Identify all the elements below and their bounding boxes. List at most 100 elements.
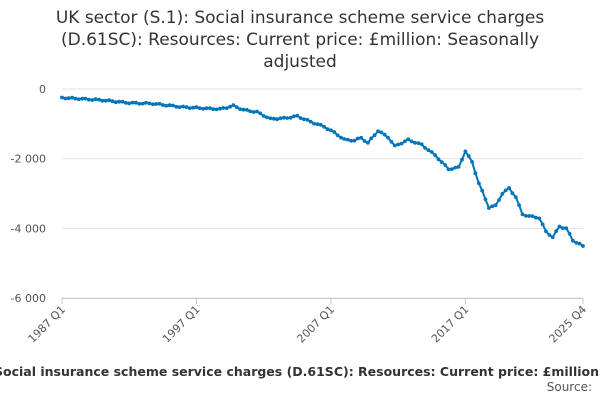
data-point[interactable] (352, 138, 357, 143)
data-point[interactable] (87, 97, 91, 102)
data-point[interactable] (463, 149, 468, 154)
data-point[interactable] (275, 117, 279, 122)
data-point[interactable] (345, 137, 350, 142)
data-point[interactable] (396, 142, 400, 147)
data-point[interactable] (191, 105, 196, 110)
data-point[interactable] (349, 138, 353, 143)
data-point[interactable] (258, 111, 263, 116)
data-point[interactable] (359, 135, 364, 140)
data-point[interactable] (460, 157, 464, 162)
data-point[interactable] (137, 101, 142, 106)
data-point[interactable] (107, 98, 111, 103)
data-point[interactable] (308, 119, 313, 124)
data-point[interactable] (100, 98, 105, 103)
data-point[interactable] (339, 135, 343, 140)
data-point[interactable] (211, 107, 216, 112)
data-point[interactable] (403, 139, 407, 144)
data-point[interactable] (241, 107, 246, 112)
data-point[interactable] (500, 192, 505, 196)
data-point[interactable] (248, 109, 253, 114)
data-point[interactable] (147, 101, 152, 106)
data-point[interactable] (265, 115, 269, 120)
data-point[interactable] (571, 238, 575, 243)
data-point[interactable] (204, 106, 209, 111)
data-point[interactable] (177, 105, 182, 109)
data-point[interactable] (342, 137, 347, 141)
data-point[interactable] (231, 103, 236, 107)
data-point[interactable] (419, 142, 424, 147)
data-point[interactable] (473, 171, 478, 176)
data-point[interactable] (201, 106, 206, 111)
data-point[interactable] (157, 101, 162, 106)
data-point[interactable] (80, 96, 85, 101)
data-point[interactable] (113, 100, 118, 105)
data-point[interactable] (436, 157, 441, 162)
data-point[interactable] (97, 97, 101, 102)
data-point[interactable] (93, 97, 98, 102)
data-point[interactable] (534, 215, 538, 220)
data-point[interactable] (332, 130, 337, 134)
data-point[interactable] (429, 150, 434, 154)
data-point[interactable] (355, 136, 360, 141)
data-point[interactable] (510, 191, 515, 196)
data-point[interactable] (392, 143, 397, 148)
data-point[interactable] (399, 141, 404, 146)
data-point[interactable] (238, 107, 243, 111)
data-point[interactable] (154, 102, 159, 106)
data-point[interactable] (483, 197, 488, 202)
data-point[interactable] (90, 98, 95, 102)
data-point[interactable] (268, 116, 273, 121)
data-point[interactable] (470, 160, 474, 164)
data-point[interactable] (574, 240, 579, 245)
data-point[interactable] (234, 105, 239, 109)
data-point[interactable] (550, 235, 555, 240)
data-point[interactable] (322, 124, 327, 129)
data-point[interactable] (150, 102, 155, 107)
data-point[interactable] (83, 96, 88, 101)
data-point[interactable] (181, 104, 185, 109)
data-point[interactable] (127, 101, 132, 106)
data-point[interactable] (564, 226, 569, 231)
data-point[interactable] (413, 140, 417, 145)
data-point[interactable] (164, 103, 169, 108)
data-point[interactable] (547, 233, 552, 237)
data-point[interactable] (433, 153, 437, 158)
data-point[interactable] (298, 116, 303, 120)
data-point[interactable] (466, 154, 471, 158)
data-point[interactable] (251, 110, 256, 114)
data-point[interactable] (567, 231, 572, 236)
data-point[interactable] (503, 188, 508, 193)
data-point[interactable] (329, 128, 333, 133)
data-point[interactable] (560, 226, 565, 231)
data-point[interactable] (224, 106, 229, 110)
data-point[interactable] (134, 100, 138, 105)
data-point[interactable] (160, 103, 165, 107)
data-point[interactable] (318, 122, 323, 127)
data-point[interactable] (386, 135, 390, 140)
data-point[interactable] (443, 163, 448, 167)
data-point[interactable] (187, 106, 192, 110)
data-point[interactable] (305, 117, 310, 122)
data-point[interactable] (362, 139, 367, 143)
data-point[interactable] (389, 139, 394, 144)
data-point[interactable] (60, 95, 64, 100)
data-point[interactable] (416, 141, 421, 146)
data-point[interactable] (520, 212, 525, 217)
data-point[interactable] (302, 117, 306, 122)
data-point[interactable] (446, 167, 451, 172)
data-point[interactable] (66, 96, 71, 101)
data-point[interactable] (255, 109, 259, 114)
data-point[interactable] (487, 206, 491, 210)
data-point[interactable] (261, 114, 266, 118)
data-point[interactable] (476, 181, 481, 186)
data-point[interactable] (376, 129, 380, 134)
data-point[interactable] (382, 132, 387, 137)
data-point[interactable] (292, 114, 296, 119)
data-point[interactable] (171, 103, 175, 108)
data-point[interactable] (577, 241, 582, 246)
data-point[interactable] (540, 222, 545, 227)
data-point[interactable] (221, 106, 226, 110)
data-point[interactable] (379, 130, 384, 135)
data-point[interactable] (120, 99, 125, 104)
data-point[interactable] (218, 106, 222, 111)
